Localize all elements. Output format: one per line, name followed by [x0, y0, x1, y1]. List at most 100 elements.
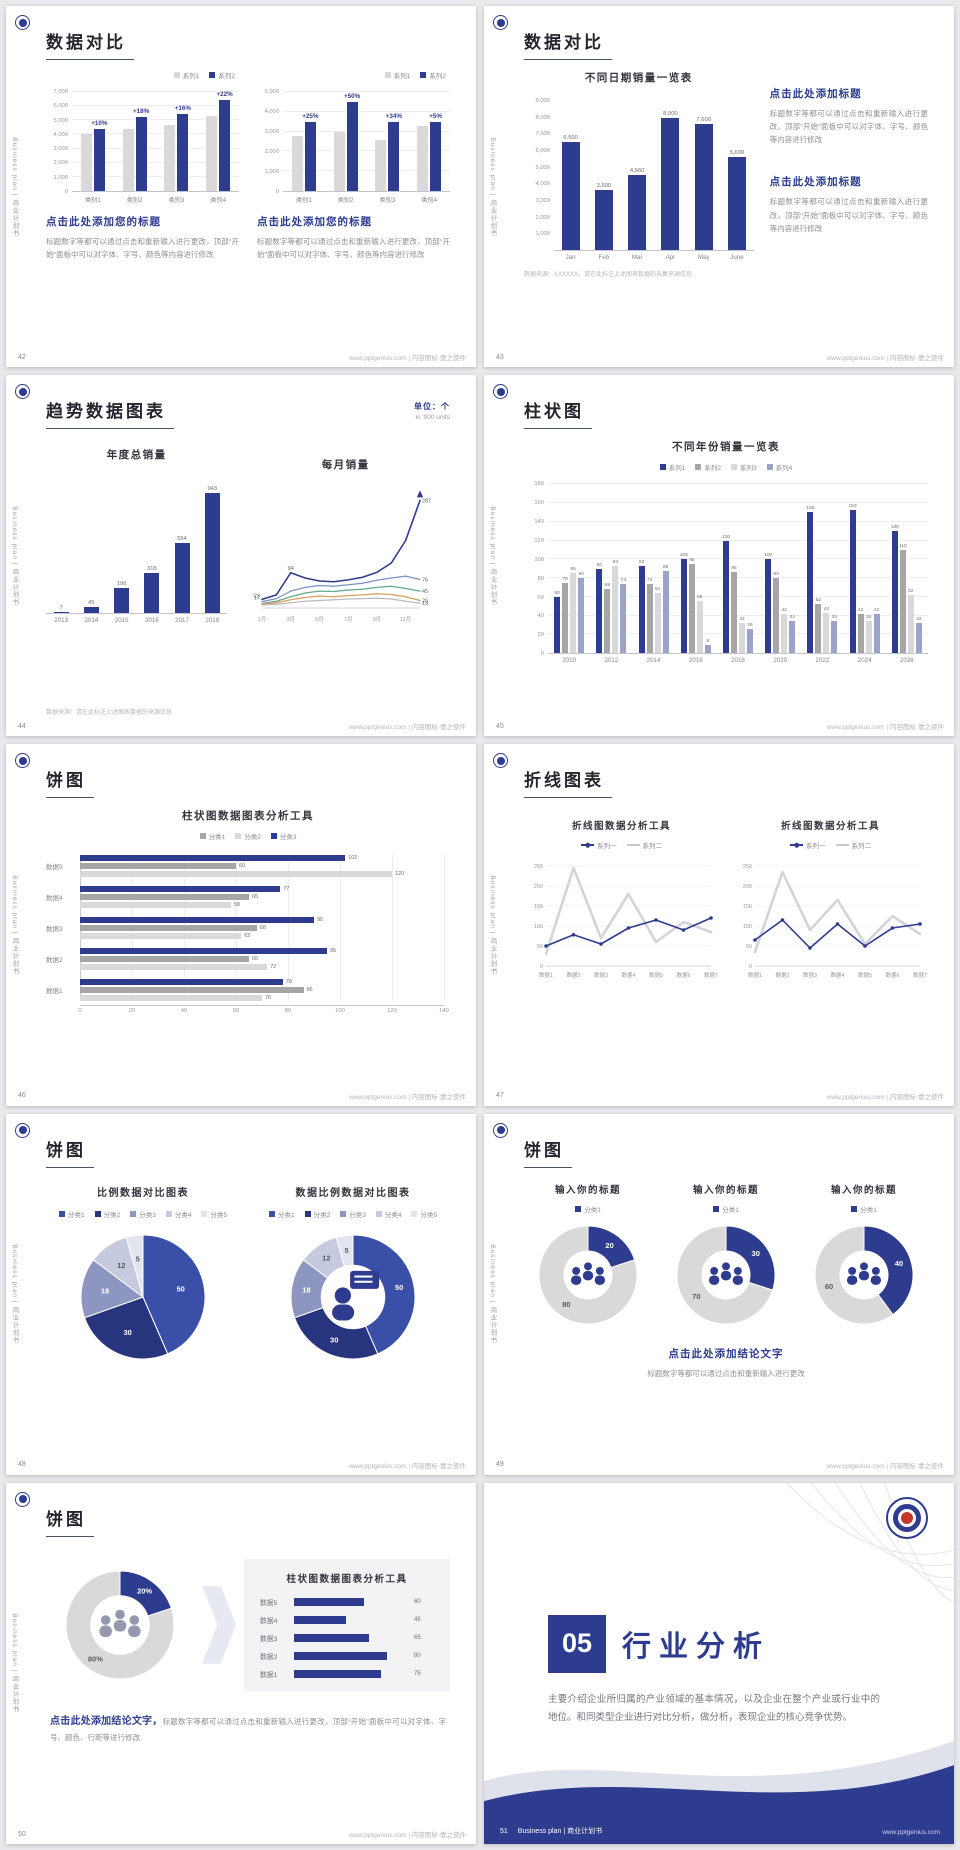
x-tick-label: 40: [180, 1008, 188, 1015]
slice-value-label: 70: [692, 1292, 700, 1301]
gridline: [548, 483, 928, 485]
bar-value-label: 72: [270, 964, 277, 971]
x-tick-label: 140: [439, 1008, 449, 1015]
page-number: 49: [496, 1461, 504, 1469]
x-category-label: 2024: [857, 657, 872, 665]
chart-legend: 系列一 系列二: [733, 840, 928, 850]
svg-text:100: 100: [743, 924, 752, 930]
slide-48[interactable]: Business plan | 商业计划书 饼图 比例数据对比图表 分类1 分类2…: [6, 1113, 476, 1475]
slide-45[interactable]: Business plan | 商业计划书 柱状图 不同年份销量一览表 系列1 系…: [484, 375, 954, 737]
text-block: 点击此处添加标题 标题数字等都可以通过点击和重新输入进行更改，顶部“开始”面板中…: [770, 76, 928, 146]
sidebar-vertical-text: Business plan | 商业计划书: [489, 136, 496, 237]
bar-value-label: 62: [908, 588, 914, 594]
bar-value-label: 42: [781, 607, 787, 613]
bar-row: 数据5 60: [260, 1597, 434, 1607]
bar: 64: [654, 587, 661, 654]
svg-text:数据6: 数据6: [885, 971, 899, 979]
legend-label: 系列2: [704, 465, 721, 473]
bar: 88: [662, 565, 669, 654]
bar-group: 7: [46, 486, 76, 614]
x-category-label: Feb: [598, 254, 610, 261]
bar-group: 45: [76, 486, 106, 614]
legend-item: 系列4: [766, 462, 792, 472]
legend-marker-icon: [270, 833, 277, 840]
category-label: 数据1: [260, 1671, 278, 1679]
footer-site-text: www.pptgenius.com | 内容图标·壹之使件: [348, 1093, 466, 1101]
slice-value-label: 12: [322, 1253, 330, 1262]
bar: +18%: [133, 108, 149, 191]
bar: [80, 894, 249, 901]
gridline: [548, 595, 928, 597]
grouped-bar-chart: 7,000 6,000 5,000 4,000 3,000 2,000 1,000 0 +10%…: [46, 89, 239, 204]
chart-legend: 分类1: [524, 1204, 652, 1214]
bar-group: 6,500: [554, 101, 587, 250]
slide-title: 折线图表: [524, 764, 612, 799]
slice-value-label: 80: [562, 1300, 570, 1309]
bar-value-label: 4,560: [629, 167, 645, 174]
gridline: [548, 501, 928, 503]
bar-group: 554: [167, 486, 197, 614]
svg-text:数据1: 数据1: [748, 971, 762, 979]
bar-value-label: 102: [348, 855, 358, 862]
legend-marker-icon: [420, 72, 427, 78]
bar-value-label: 62: [244, 933, 251, 940]
bar-group: 153 42 34 42: [844, 484, 886, 654]
x-category-label: Mar: [631, 254, 643, 261]
y-tick-label: 5,000: [53, 117, 68, 124]
x-category-label: Apr: [665, 254, 676, 261]
slide-44[interactable]: Business plan | 商业计划书 趋势数据图表 单位：个 in '00…: [6, 375, 476, 737]
slide-46[interactable]: Business plan | 商业计划书 饼图 柱状图数据图表分析工具 分类1…: [6, 744, 476, 1106]
bar-value-label: 42: [873, 607, 880, 613]
slide-51[interactable]: 05 行业分析 主要介绍企业所归属的产业领域的基本情况，以及企业在整个产业或行业…: [484, 1482, 954, 1844]
legend-item: 分类2: [235, 831, 261, 841]
svg-text:287: 287: [422, 499, 431, 505]
slide-footer: 43 www.pptgenius.com | 内容图标·壹之使件: [496, 352, 944, 363]
x-tick-label: 120: [387, 1008, 397, 1015]
slide-49[interactable]: Business plan | 商业计划书 饼图 输入你的标题 分类1 20 80…: [484, 1113, 954, 1475]
chart-legend: 系列1 系列2 系列3 系列4: [524, 462, 928, 472]
bar-value-label: 153: [848, 503, 857, 509]
chart-column: 输入你的标题 分类1 20 80: [524, 1182, 652, 1326]
placeholder-heading: 点击此处添加您的标题: [46, 216, 161, 228]
bar-group: +25%: [283, 92, 325, 191]
change-annotation: +22%: [216, 90, 233, 98]
content-columns: 20% 80% 柱状图数据图表分析工具 数据5 60 数据4 45 数据3 65 数据2 80 数…: [46, 1558, 450, 1691]
chart-column: 每月销量 1月 3月 5月 7月 9月 11月 287 23 94 76 17 45 20 13: [241, 457, 450, 624]
x-category-label: 2020: [773, 657, 788, 665]
slide-50[interactable]: Business plan | 商业计划书 饼图 20% 80% 柱状图数据图表分…: [6, 1482, 476, 1844]
chart-legend: 分类1 分类2 分类3: [46, 831, 450, 841]
bar-value-label: 88: [662, 564, 669, 570]
chart-title: 不同日期销量一览表: [584, 72, 693, 84]
slide-footer: 42 www.pptgenius.com | 内容图标·壹之使件: [18, 352, 466, 363]
y-tick-label: 8,000: [535, 114, 550, 121]
legend-label: 系列2: [218, 73, 235, 80]
bar-value-label: 130: [890, 525, 899, 531]
legend-marker-icon: [581, 843, 594, 848]
legend-marker-icon: [835, 844, 849, 847]
slide-title: 饼图: [524, 1134, 572, 1168]
slice-value-label: 50: [176, 1284, 184, 1293]
category-label: 数据5: [46, 864, 63, 872]
bar: 7,600: [694, 117, 713, 250]
bar: 8,000: [661, 111, 680, 250]
brand-logo-icon: [493, 15, 508, 30]
bar: 43: [823, 607, 830, 654]
bar-value-label: 943: [207, 486, 218, 493]
slide-42[interactable]: Business plan | 商业计划书 数据对比 系列1 系列2 7,000 6…: [6, 6, 476, 368]
slide-43[interactable]: Business plan | 商业计划书 数据对比 不同日期销量一览表 9,0…: [484, 6, 954, 368]
slide-47[interactable]: Business plan | 商业计划书 折线图表 折线图数据分析工具 系列一…: [484, 744, 954, 1106]
chart-column: 输入你的标题 分类1 40 60: [800, 1182, 928, 1326]
gridline: [283, 91, 450, 92]
y-tick-label: 4,000: [53, 131, 68, 138]
change-annotation: +5%: [429, 113, 443, 121]
y-tick-label: 2,000: [264, 149, 279, 155]
legend-marker-icon: [659, 464, 666, 471]
horizontal-bar-chart: 数据5 60 数据4 45 数据3 65 数据2 80 数据1 75: [260, 1597, 434, 1679]
y-tick-label: 7,000: [53, 89, 68, 95]
bar-value-label: 110: [899, 543, 907, 549]
gridline: [548, 558, 928, 560]
conclusion-body: 标题数字等都可以通过点击和重新输入进行更改: [647, 1368, 805, 1378]
bar-group: 5,600: [720, 101, 753, 250]
